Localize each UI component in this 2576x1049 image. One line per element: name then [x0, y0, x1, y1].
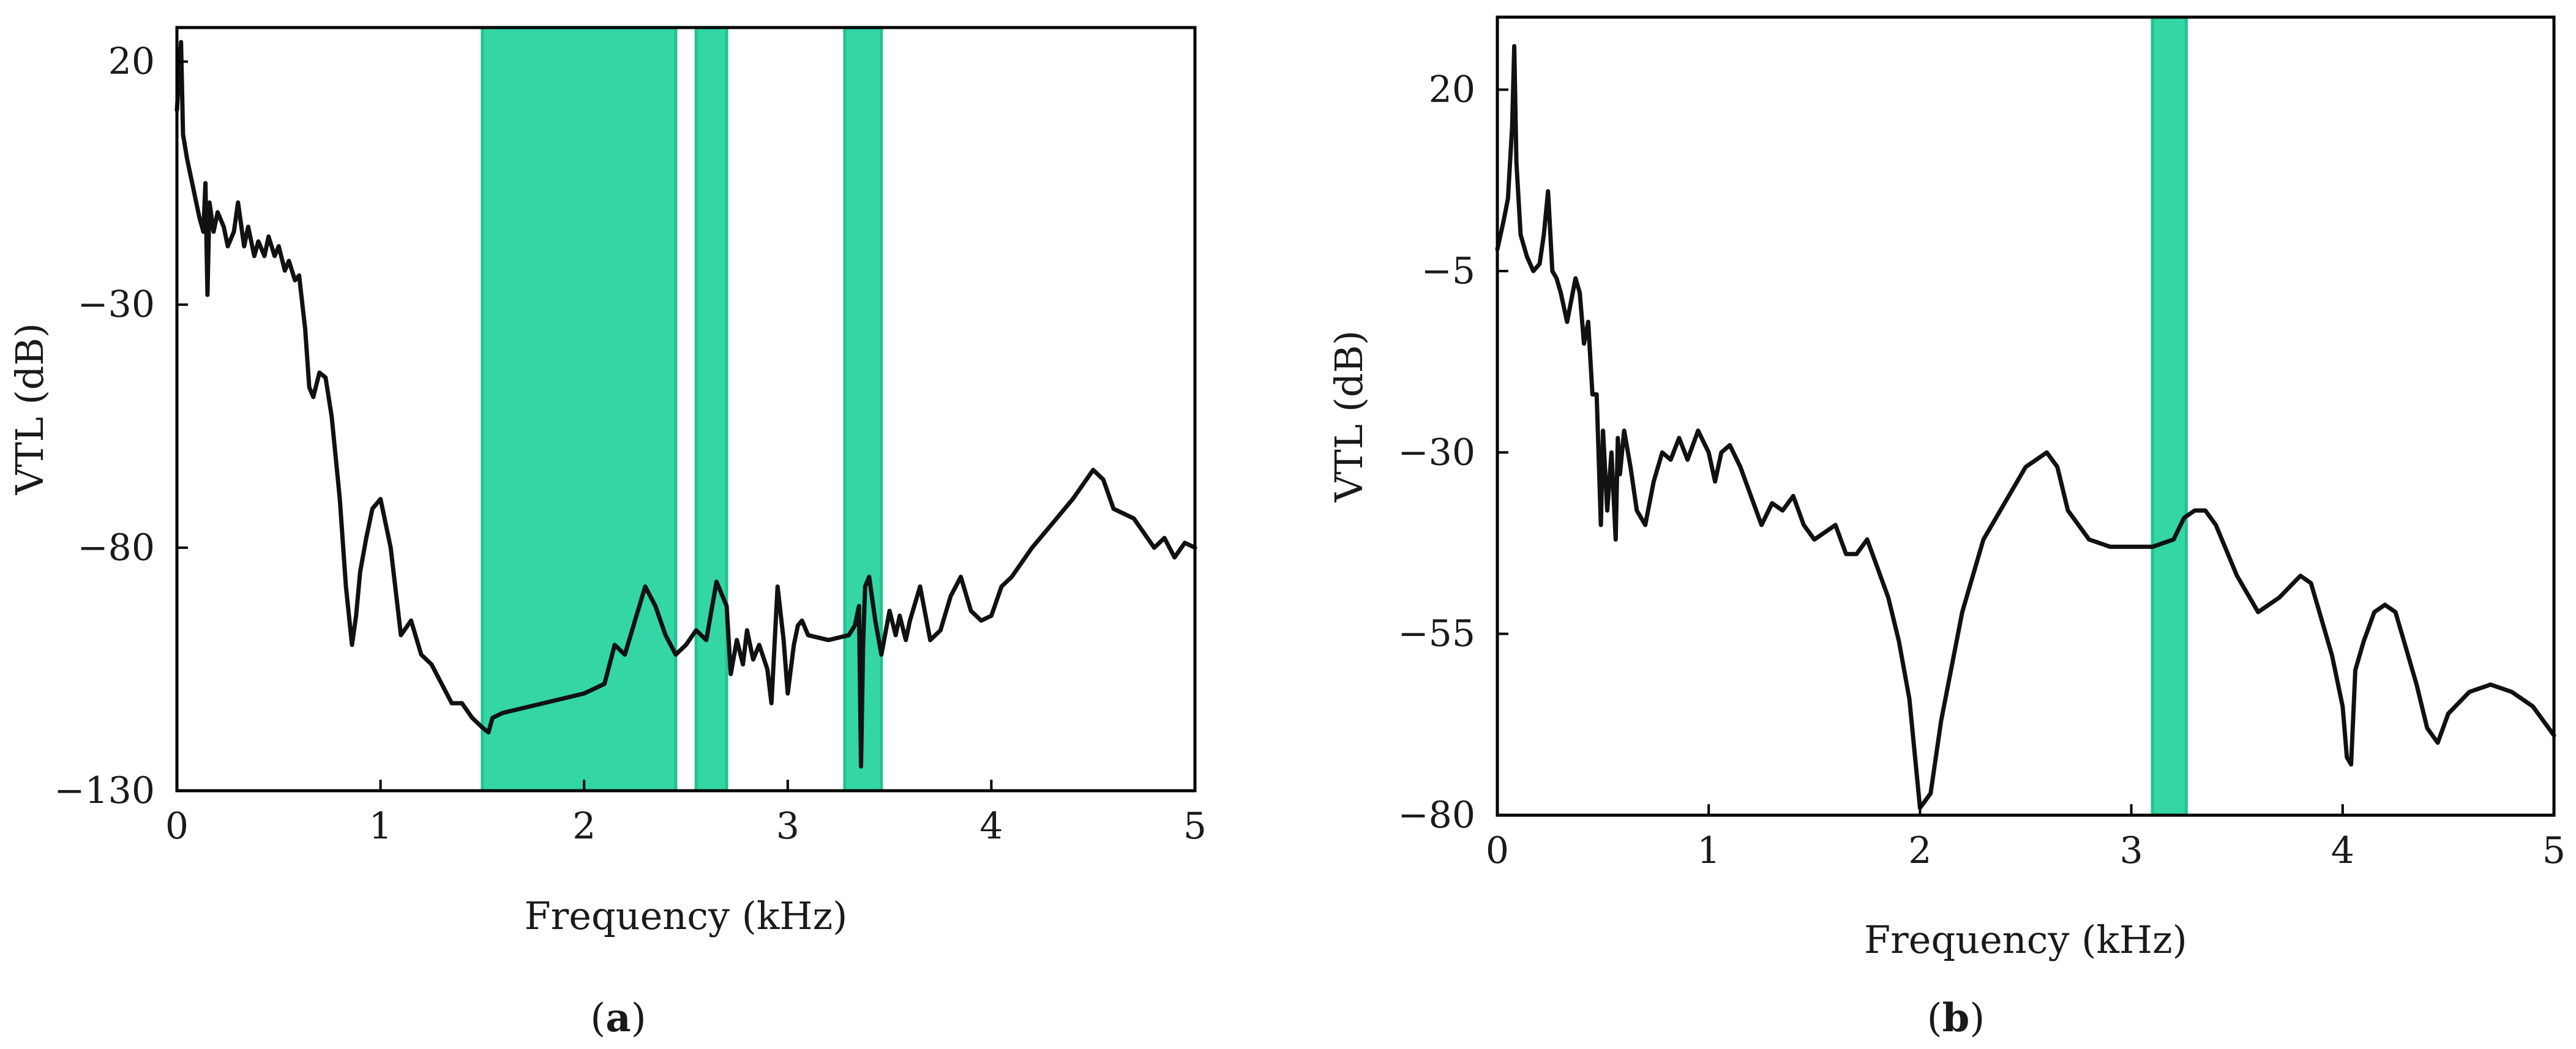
x-tick-label: 5 [1183, 805, 1207, 848]
y-tick-label: 20 [1429, 69, 1475, 111]
x-axis-label: Frequency (kHz) [525, 894, 848, 938]
panel-a: 0 1 2 3 4 5 20 −30 −80 −130 Frequency (kHz) VTL (dB… [7, 26, 1207, 1041]
plot-frame [1496, 15, 2556, 817]
y-axis-label: VTL (dB) [1327, 330, 1371, 503]
x-tick-label: 1 [369, 805, 392, 848]
y-tick-label: −5 [1421, 250, 1475, 293]
y-tick-label: −30 [77, 283, 155, 326]
panel-caption: (b) [1927, 995, 1985, 1041]
highlight-band-1 [481, 26, 678, 793]
x-tick-label: 4 [2331, 829, 2354, 872]
y-tick-label: −55 [1398, 613, 1475, 655]
x-tick-label: 5 [2542, 829, 2566, 872]
x-tick-label: 3 [776, 805, 799, 848]
highlight-band-1 [2151, 15, 2188, 817]
y-axis-label: VTL (dB) [7, 323, 52, 496]
x-tick-label: 0 [165, 805, 189, 848]
y-tick-label: −80 [1398, 794, 1475, 837]
panel-caption: (a) [590, 995, 646, 1041]
vtl-curve [1495, 43, 2556, 810]
y-tick-label: 20 [108, 40, 155, 83]
highlight-band-2 [694, 26, 728, 793]
plot-frame [175, 26, 1197, 793]
x-tick-label: 2 [572, 805, 596, 848]
panel-b: 0 1 2 3 4 5 20 −5 −30 −55 −80 Frequency (kHz) VTL (d… [1327, 15, 2566, 1041]
x-tick-label: 3 [2120, 829, 2143, 872]
y-tick-label: −130 [54, 769, 155, 812]
x-axis-label: Frequency (kHz) [1864, 917, 2187, 962]
x-tick-label: 4 [979, 805, 1003, 848]
x-tick-label: 2 [1908, 829, 1931, 872]
vtl-curve [174, 40, 1197, 769]
x-tick-label: 1 [1697, 829, 1720, 872]
y-tick-label: −80 [77, 526, 155, 569]
y-tick-label: −30 [1398, 431, 1475, 474]
x-tick-label: 0 [1486, 829, 1509, 872]
